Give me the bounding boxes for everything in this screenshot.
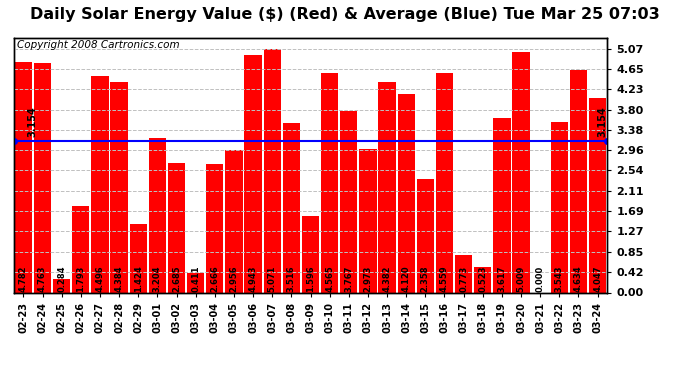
Bar (359, 150, 377, 292)
Text: 3.154: 3.154 (598, 106, 608, 137)
Text: 2.666: 2.666 (210, 265, 219, 291)
Bar (513, 51, 530, 292)
Text: 4.496: 4.496 (95, 265, 104, 291)
Text: 4.047: 4.047 (593, 265, 602, 291)
Bar (149, 138, 166, 292)
Bar (417, 179, 434, 292)
Text: 1.596: 1.596 (306, 265, 315, 291)
Text: 3.767: 3.767 (344, 265, 353, 291)
Bar (168, 164, 185, 292)
Bar (283, 123, 300, 292)
Text: 0.523: 0.523 (478, 265, 487, 291)
Text: 3.204: 3.204 (153, 265, 162, 291)
Bar (34, 63, 51, 292)
Bar (474, 267, 491, 292)
Bar (551, 122, 568, 292)
Text: 2.358: 2.358 (421, 265, 430, 291)
Text: 5.071: 5.071 (268, 265, 277, 291)
Text: 2.973: 2.973 (364, 265, 373, 291)
Text: 4.763: 4.763 (38, 265, 47, 291)
Text: 1.793: 1.793 (77, 265, 86, 291)
Bar (14, 62, 32, 292)
Bar (397, 94, 415, 292)
Text: 2.956: 2.956 (230, 265, 239, 291)
Bar (436, 73, 453, 292)
Bar (493, 118, 511, 292)
Bar (226, 150, 243, 292)
Text: 4.384: 4.384 (115, 265, 124, 291)
Bar (378, 82, 395, 292)
Bar (187, 273, 204, 292)
Text: 0.000: 0.000 (535, 265, 544, 291)
Bar (72, 206, 90, 292)
Text: Daily Solar Energy Value ($) (Red) & Average (Blue) Tue Mar 25 07:03: Daily Solar Energy Value ($) (Red) & Ave… (30, 8, 660, 22)
Text: 4.120: 4.120 (402, 265, 411, 291)
Bar (110, 82, 128, 292)
Text: 3.617: 3.617 (497, 265, 506, 291)
Text: 3.516: 3.516 (287, 265, 296, 291)
Bar (264, 48, 281, 292)
Bar (130, 224, 147, 292)
Text: 0.284: 0.284 (57, 265, 66, 291)
Text: 0.773: 0.773 (459, 265, 468, 291)
Bar (206, 164, 224, 292)
Text: 4.565: 4.565 (325, 265, 334, 291)
Bar (570, 69, 587, 292)
Bar (244, 55, 262, 292)
Text: Copyright 2008 Cartronics.com: Copyright 2008 Cartronics.com (17, 40, 179, 50)
Text: 2.685: 2.685 (172, 265, 181, 291)
Bar (91, 76, 108, 292)
Text: 4.782: 4.782 (19, 265, 28, 291)
Text: 0.411: 0.411 (191, 265, 200, 291)
Bar (302, 216, 319, 292)
Bar (455, 255, 472, 292)
Bar (340, 111, 357, 292)
Text: 4.559: 4.559 (440, 265, 449, 291)
Text: 4.634: 4.634 (574, 265, 583, 291)
Bar (53, 279, 70, 292)
Text: 1.424: 1.424 (134, 265, 143, 291)
Text: 3.543: 3.543 (555, 265, 564, 291)
Text: 4.382: 4.382 (382, 265, 391, 291)
Text: 5.009: 5.009 (517, 265, 526, 291)
Text: 4.943: 4.943 (248, 265, 257, 291)
Bar (321, 73, 338, 292)
Text: 3.154: 3.154 (27, 106, 37, 137)
Bar (589, 98, 607, 292)
